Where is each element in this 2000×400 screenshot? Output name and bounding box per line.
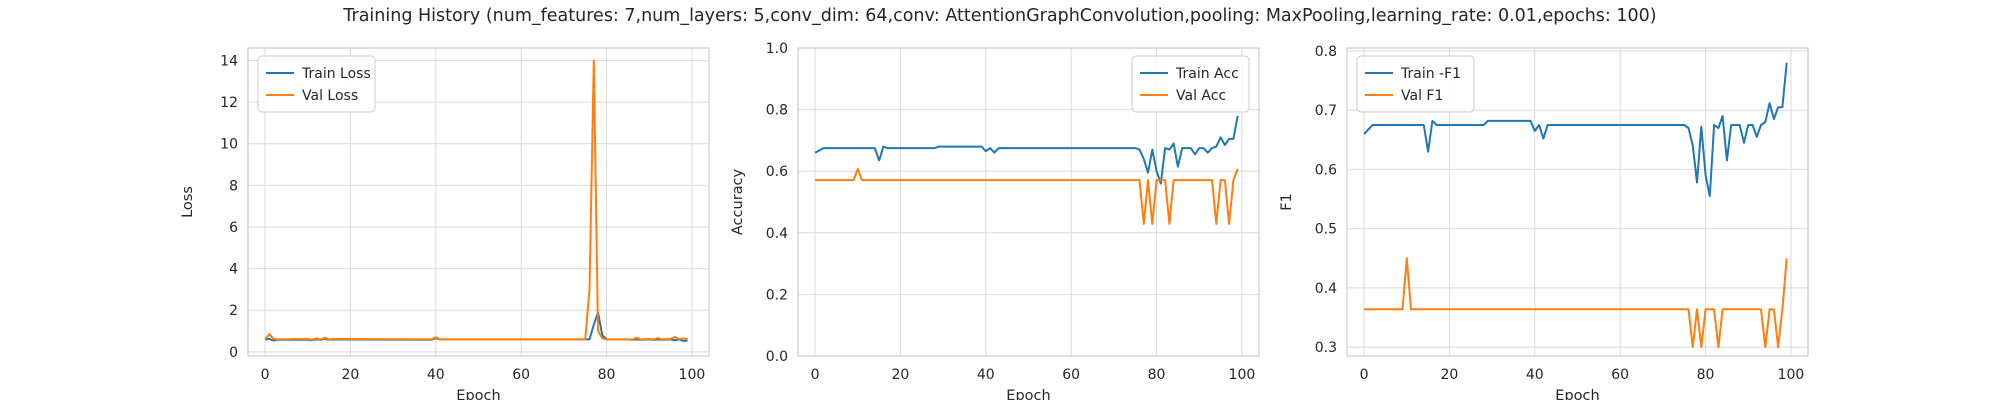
loss-legend-label-val: Val Loss xyxy=(302,88,358,104)
f1-y-tick-label-2: 0.5 xyxy=(1315,222,1337,238)
f1-legend-box xyxy=(1356,55,1475,113)
f1-x-axis-label: Epoch xyxy=(1555,388,1599,400)
acc-x-tick-label-1: 20 xyxy=(892,367,910,383)
loss-y-tick-label-5: 10 xyxy=(220,137,238,153)
acc-legend-box xyxy=(1131,55,1250,113)
acc-x-tick-label-3: 60 xyxy=(1062,367,1080,383)
f1-legend-label-val: Val F1 xyxy=(1401,88,1443,104)
loss-legend-box xyxy=(257,55,376,113)
acc-y-tick-label-3: 0.6 xyxy=(766,164,788,180)
f1-x-tick-label-0: 0 xyxy=(1360,367,1369,383)
loss-y-tick-label-2: 4 xyxy=(229,262,238,278)
loss-series-line-val xyxy=(264,59,688,341)
loss-x-tick-label-3: 60 xyxy=(512,367,530,383)
acc-y-tick-label-5: 1.0 xyxy=(766,41,788,57)
acc-legend-label-train: Train Acc xyxy=(1175,66,1239,82)
loss-x-tick-label-5: 100 xyxy=(679,367,706,383)
loss-x-tick-label-4: 80 xyxy=(598,367,616,383)
loss-legend-label-train: Train Loss xyxy=(301,66,371,82)
f1-x-tick-label-2: 40 xyxy=(1526,367,1544,383)
acc-y-tick-label-2: 0.4 xyxy=(766,226,788,242)
f1-series-line-train xyxy=(1363,62,1788,198)
acc-x-tick-label-0: 0 xyxy=(811,367,820,383)
loss-y-axis-label: Loss xyxy=(180,186,196,218)
f1-y-axis-label: F1 xyxy=(1279,193,1295,211)
loss-x-axis-label: Epoch xyxy=(456,388,500,400)
acc-x-tick-label-4: 80 xyxy=(1148,367,1166,383)
acc-y-tick-label-0: 0.0 xyxy=(766,349,788,365)
f1-y-tick-label-4: 0.7 xyxy=(1315,103,1337,119)
acc-axes-frame xyxy=(797,47,1260,357)
loss-x-tick-label-2: 40 xyxy=(427,367,445,383)
f1-series-line-val xyxy=(1364,257,1788,349)
f1-y-tick-label-5: 0.8 xyxy=(1315,44,1337,60)
acc-series-line-train xyxy=(814,115,1239,185)
acc-y-tick-label-4: 0.8 xyxy=(766,103,788,119)
f1-x-tick-label-1: 20 xyxy=(1441,367,1459,383)
acc-y-tick-label-1: 0.2 xyxy=(766,287,788,303)
figure-title: Training History (num_features: 7,num_la… xyxy=(343,6,1657,26)
acc-x-tick-label-2: 40 xyxy=(977,367,995,383)
f1-x-tick-label-4: 80 xyxy=(1697,367,1715,383)
loss-y-tick-label-0: 0 xyxy=(229,345,238,361)
acc-series-line-val xyxy=(815,168,1239,225)
acc-x-axis-label: Epoch xyxy=(1006,388,1050,400)
loss-y-tick-label-4: 8 xyxy=(229,178,238,194)
loss-axes-frame xyxy=(247,47,710,357)
loss-y-tick-label-1: 2 xyxy=(229,303,238,319)
f1-y-tick-label-1: 0.4 xyxy=(1315,281,1337,297)
loss-y-tick-label-7: 14 xyxy=(220,53,238,69)
acc-y-axis-label: Accuracy xyxy=(730,168,746,235)
f1-x-tick-label-5: 100 xyxy=(1778,367,1805,383)
f1-legend-label-train: Train -F1 xyxy=(1400,66,1461,82)
loss-x-tick-label-1: 20 xyxy=(342,367,360,383)
f1-y-tick-label-3: 0.6 xyxy=(1315,162,1337,178)
acc-legend-label-val: Val Acc xyxy=(1176,88,1226,104)
f1-y-tick-label-0: 0.3 xyxy=(1315,340,1337,356)
acc-x-tick-label-5: 100 xyxy=(1229,367,1256,383)
loss-y-tick-label-3: 6 xyxy=(229,220,238,236)
f1-x-tick-label-3: 60 xyxy=(1611,367,1629,383)
loss-x-tick-label-0: 0 xyxy=(261,367,270,383)
loss-y-tick-label-6: 12 xyxy=(220,95,238,111)
f1-axes-frame xyxy=(1346,47,1809,357)
